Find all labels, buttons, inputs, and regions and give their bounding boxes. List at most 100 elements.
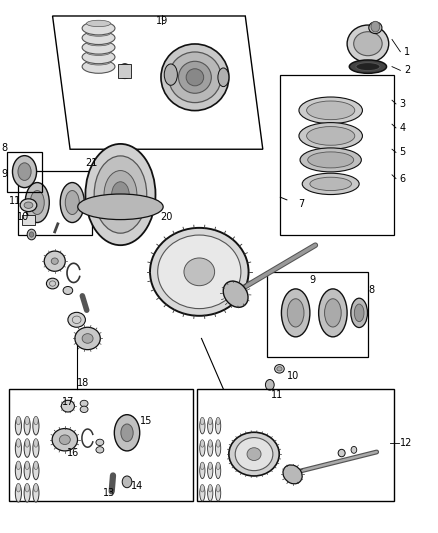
Ellipse shape bbox=[86, 39, 110, 46]
Text: 7: 7 bbox=[298, 199, 304, 208]
Ellipse shape bbox=[59, 435, 70, 445]
Ellipse shape bbox=[150, 228, 249, 316]
Ellipse shape bbox=[356, 63, 380, 70]
Ellipse shape bbox=[13, 156, 36, 188]
Ellipse shape bbox=[104, 171, 137, 219]
Ellipse shape bbox=[338, 449, 345, 457]
Ellipse shape bbox=[51, 258, 58, 264]
Ellipse shape bbox=[82, 334, 93, 343]
Text: 17: 17 bbox=[62, 398, 74, 407]
Text: 3: 3 bbox=[399, 99, 406, 109]
Ellipse shape bbox=[33, 417, 39, 435]
Ellipse shape bbox=[33, 484, 39, 502]
Ellipse shape bbox=[347, 25, 389, 62]
Ellipse shape bbox=[80, 400, 88, 407]
Ellipse shape bbox=[46, 278, 59, 289]
Ellipse shape bbox=[61, 400, 74, 412]
Text: 9: 9 bbox=[310, 275, 316, 285]
Ellipse shape bbox=[96, 439, 104, 446]
Ellipse shape bbox=[299, 123, 362, 149]
Ellipse shape bbox=[114, 415, 140, 451]
Ellipse shape bbox=[60, 182, 84, 223]
Ellipse shape bbox=[82, 21, 115, 35]
Ellipse shape bbox=[94, 156, 147, 233]
Ellipse shape bbox=[34, 416, 38, 425]
Ellipse shape bbox=[229, 432, 279, 476]
Ellipse shape bbox=[121, 424, 133, 441]
Ellipse shape bbox=[96, 447, 104, 453]
Ellipse shape bbox=[34, 461, 38, 470]
Text: 21: 21 bbox=[85, 158, 98, 167]
Ellipse shape bbox=[208, 418, 213, 434]
Ellipse shape bbox=[208, 417, 212, 425]
Ellipse shape bbox=[215, 418, 221, 434]
Ellipse shape bbox=[16, 483, 21, 492]
Ellipse shape bbox=[169, 52, 221, 102]
Circle shape bbox=[265, 379, 274, 390]
Ellipse shape bbox=[201, 417, 204, 425]
Ellipse shape bbox=[86, 20, 110, 27]
Text: 10: 10 bbox=[17, 213, 29, 222]
Text: 15: 15 bbox=[140, 416, 152, 426]
Ellipse shape bbox=[215, 463, 221, 479]
Ellipse shape bbox=[216, 462, 220, 470]
Ellipse shape bbox=[299, 97, 362, 124]
Text: 5: 5 bbox=[399, 148, 406, 157]
Circle shape bbox=[371, 21, 380, 32]
Text: 12: 12 bbox=[399, 439, 412, 448]
Ellipse shape bbox=[208, 463, 213, 479]
Ellipse shape bbox=[120, 63, 130, 71]
Ellipse shape bbox=[16, 461, 21, 470]
Ellipse shape bbox=[208, 440, 212, 447]
Ellipse shape bbox=[30, 191, 44, 215]
Ellipse shape bbox=[82, 31, 115, 45]
Ellipse shape bbox=[216, 440, 220, 447]
Ellipse shape bbox=[34, 483, 38, 492]
Text: 1: 1 bbox=[404, 47, 410, 56]
Ellipse shape bbox=[24, 484, 30, 502]
Bar bbox=[7, 152, 42, 192]
Ellipse shape bbox=[216, 417, 220, 425]
Text: 11: 11 bbox=[9, 196, 21, 206]
Text: 16: 16 bbox=[67, 448, 79, 458]
Ellipse shape bbox=[349, 60, 386, 74]
Bar bbox=[9, 389, 193, 501]
Ellipse shape bbox=[15, 417, 21, 435]
Ellipse shape bbox=[33, 462, 39, 480]
Ellipse shape bbox=[86, 30, 110, 36]
Text: 11: 11 bbox=[271, 391, 283, 400]
Ellipse shape bbox=[86, 49, 110, 55]
Ellipse shape bbox=[208, 462, 212, 470]
Ellipse shape bbox=[63, 286, 73, 294]
Ellipse shape bbox=[44, 251, 65, 271]
Ellipse shape bbox=[318, 289, 347, 337]
Ellipse shape bbox=[25, 461, 29, 470]
Ellipse shape bbox=[20, 199, 37, 212]
Ellipse shape bbox=[275, 365, 284, 373]
Ellipse shape bbox=[201, 462, 204, 470]
Ellipse shape bbox=[18, 163, 31, 180]
Ellipse shape bbox=[82, 50, 115, 64]
Ellipse shape bbox=[200, 463, 205, 479]
Ellipse shape bbox=[85, 144, 155, 245]
Ellipse shape bbox=[208, 484, 212, 492]
Ellipse shape bbox=[24, 439, 30, 457]
Ellipse shape bbox=[216, 484, 220, 492]
Ellipse shape bbox=[300, 148, 361, 172]
Ellipse shape bbox=[186, 69, 204, 86]
Ellipse shape bbox=[307, 127, 355, 146]
Ellipse shape bbox=[33, 439, 39, 457]
Ellipse shape bbox=[24, 462, 30, 480]
Text: 13: 13 bbox=[103, 488, 116, 498]
Ellipse shape bbox=[25, 182, 49, 223]
Ellipse shape bbox=[200, 440, 205, 456]
Ellipse shape bbox=[354, 304, 364, 322]
Ellipse shape bbox=[24, 417, 30, 435]
Ellipse shape bbox=[215, 485, 221, 501]
Ellipse shape bbox=[25, 416, 29, 425]
Ellipse shape bbox=[15, 484, 21, 502]
Ellipse shape bbox=[82, 41, 115, 54]
Ellipse shape bbox=[218, 68, 229, 86]
Ellipse shape bbox=[307, 152, 354, 168]
Ellipse shape bbox=[178, 61, 211, 93]
